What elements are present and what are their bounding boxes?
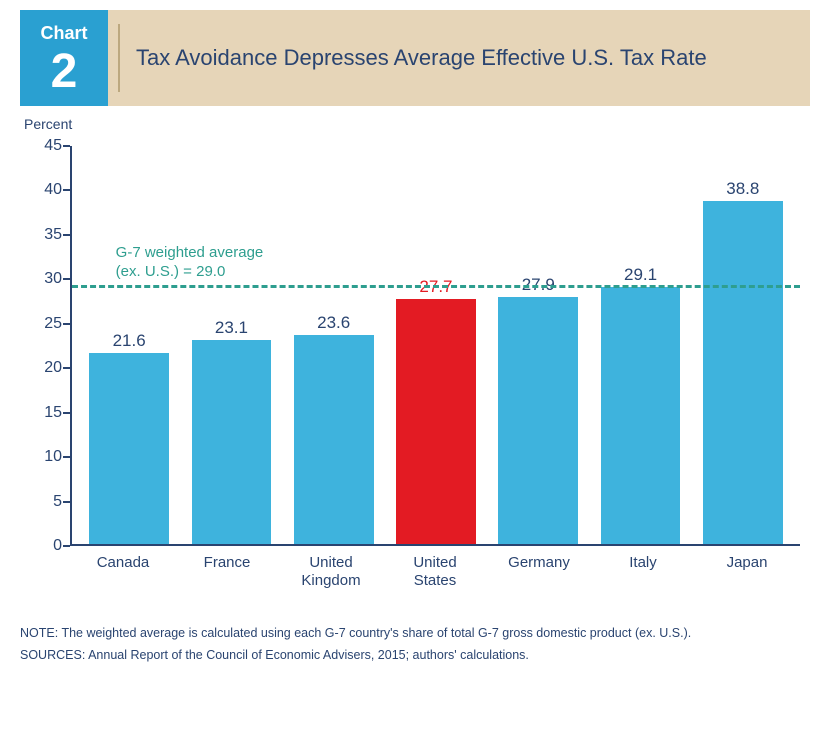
y-tick-label: 25 [20,315,62,333]
bar-value-label: 29.1 [624,265,657,285]
x-axis-label: UnitedKingdom [279,550,383,590]
bar-slot: 29.1 [589,146,691,544]
footnote-sources: SOURCES: Annual Report of the Council of… [20,648,810,662]
x-axis-labels: CanadaFranceUnitedKingdomUnitedStatesGer… [70,550,800,590]
x-axis-label: Japan [695,550,799,590]
bar: 21.6 [89,353,169,544]
y-tick-mark [63,501,70,503]
y-tick-label: 20 [20,359,62,377]
x-axis-label: Italy [591,550,695,590]
x-axis-label: Germany [487,550,591,590]
reference-line [72,285,800,288]
y-tick-label: 0 [20,537,62,555]
bar-slot: 23.1 [180,146,282,544]
bar-slot: 21.6 [78,146,180,544]
reference-line-label-2: (ex. U.S.) = 29.0 [116,263,226,280]
x-axis-label: UnitedStates [383,550,487,590]
bars-row: 21.6 23.1 23.6 27.7 27.9 29.1 38.8 [72,146,800,544]
y-axis-label: Percent [24,116,810,132]
reference-line-label: G-7 weighted average (ex. U.S.) = 29.0 [116,243,264,282]
y-tick-label: 35 [20,226,62,244]
x-axis-label: France [175,550,279,590]
x-axis-label: Canada [71,550,175,590]
bar: 23.6 [294,335,374,544]
bar-value-label: 23.1 [215,318,248,338]
bar: 23.1 [192,340,272,544]
y-tick-label: 45 [20,137,62,155]
chart-container: 21.6 23.1 23.6 27.7 27.9 29.1 38.8 G-7 weighte… [20,136,810,576]
bar-slot: 38.8 [692,146,794,544]
y-tick-mark [63,545,70,547]
bar: 27.9 [498,297,578,544]
chart-number-badge: Chart 2 [20,10,108,106]
bar-slot: 27.7 [385,146,487,544]
y-tick-mark [63,367,70,369]
y-tick-label: 30 [20,270,62,288]
y-tick-label: 5 [20,493,62,511]
y-tick-label: 10 [20,448,62,466]
y-tick-label: 15 [20,404,62,422]
plot-area: 21.6 23.1 23.6 27.7 27.9 29.1 38.8 G-7 weighte… [70,146,800,546]
y-tick-mark [63,456,70,458]
chart-title-bar: Tax Avoidance Depresses Average Effectiv… [108,10,810,106]
y-tick-mark [63,189,70,191]
bar-value-label: 21.6 [113,331,146,351]
chart-footnotes: NOTE: The weighted average is calculated… [20,626,810,662]
y-tick-label: 40 [20,181,62,199]
footnote-note: NOTE: The weighted average is calculated… [20,626,810,640]
y-tick-mark [63,234,70,236]
badge-word: Chart [40,23,87,44]
chart-title: Tax Avoidance Depresses Average Effectiv… [136,45,707,71]
reference-line-label-1: G-7 weighted average [116,244,264,261]
y-tick-mark [63,278,70,280]
y-tick-mark [63,412,70,414]
y-tick-mark [63,145,70,147]
bar: 29.1 [601,287,681,544]
bar: 27.7 [396,299,476,544]
bar-value-label: 38.8 [726,179,759,199]
bar: 38.8 [703,201,783,544]
y-tick-mark [63,323,70,325]
chart-header: Chart 2 Tax Avoidance Depresses Average … [20,10,810,106]
badge-number: 2 [51,48,78,96]
bar-slot: 23.6 [283,146,385,544]
bar-value-label: 23.6 [317,313,350,333]
bar-slot: 27.9 [487,146,589,544]
